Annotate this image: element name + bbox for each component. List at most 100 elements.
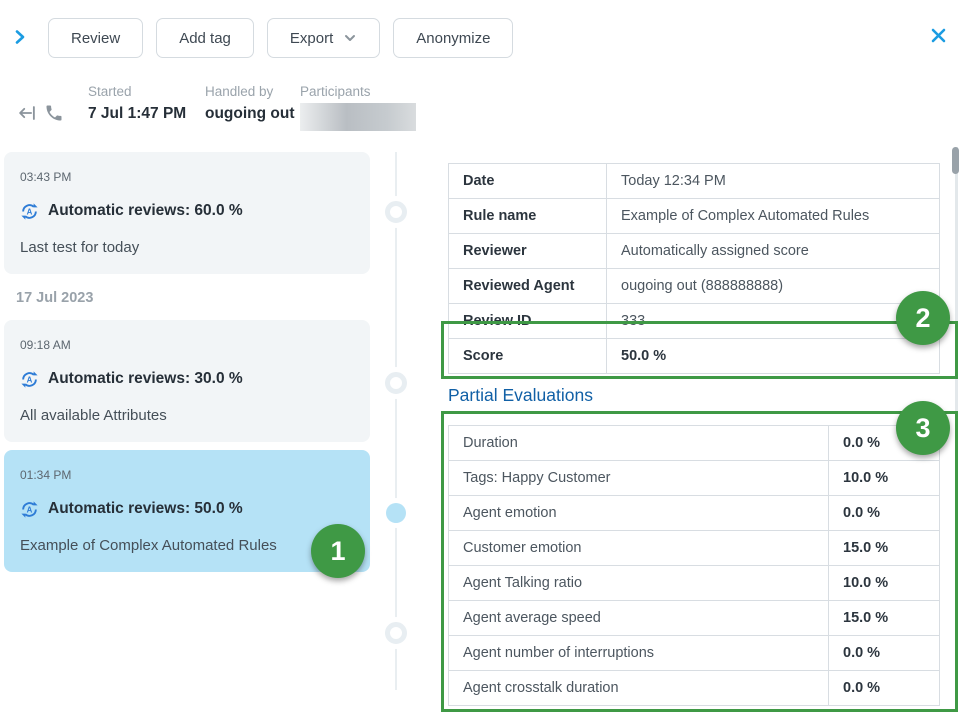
table-row: Agent crosstalk duration 0.0 % <box>448 670 940 706</box>
call-direction-icon <box>16 102 38 124</box>
row-value: 0.0 % <box>828 425 940 461</box>
review-button-label: Review <box>71 29 121 47</box>
row-label: Agent number of interruptions <box>448 635 829 671</box>
table-row: Reviewer Automatically assigned score <box>448 233 940 269</box>
review-title: Automatic reviews: 30.0 % <box>48 370 243 387</box>
table-row: Agent number of interruptions 0.0 % <box>448 635 940 671</box>
timeline-dot-active[interactable] <box>386 503 406 523</box>
add-tag-button[interactable]: Add tag <box>156 18 254 58</box>
table-row: Score 50.0 % <box>448 338 940 374</box>
partial-evaluations-table: Duration 0.0 % Tags: Happy Customer 10.0 % A… <box>448 425 940 706</box>
row-value: Today 12:34 PM <box>606 163 940 199</box>
timeline-dot[interactable] <box>385 372 407 394</box>
review-time: 03:43 PM <box>20 170 72 184</box>
phone-icon <box>44 103 64 123</box>
svg-text:A: A <box>27 207 33 216</box>
table-row: Review ID 333 <box>448 303 940 339</box>
export-button-label: Export <box>289 29 334 47</box>
table-row: Reviewed Agent ougoing out (888888888) <box>448 268 940 304</box>
scrollbar-track[interactable] <box>955 147 958 690</box>
row-label: Duration <box>448 425 829 461</box>
row-value: 15.0 % <box>828 530 940 566</box>
participants-label: Participants <box>300 84 371 99</box>
svg-text:A: A <box>27 505 33 514</box>
chevron-down-icon <box>343 31 357 45</box>
handled-by-value: ougoing out <box>205 105 295 122</box>
automatic-review-icon: A <box>20 500 39 519</box>
timeline-dot[interactable] <box>385 622 407 644</box>
review-time: 01:34 PM <box>20 468 72 482</box>
add-tag-button-label: Add tag <box>179 29 231 47</box>
row-value: 0.0 % <box>828 635 940 671</box>
review-title-row: A Automatic reviews: 50.0 % <box>20 499 354 519</box>
row-value: 15.0 % <box>828 600 940 636</box>
row-label: Customer emotion <box>448 530 829 566</box>
row-label: Agent Talking ratio <box>448 565 829 601</box>
row-value: 10.0 % <box>828 565 940 601</box>
review-time: 09:18 AM <box>20 338 71 352</box>
row-label: Tags: Happy Customer <box>448 460 829 496</box>
review-description: All available Attributes <box>20 407 167 424</box>
review-button[interactable]: Review <box>48 18 144 58</box>
close-icon[interactable] <box>930 27 947 44</box>
handled-by-label: Handled by <box>205 84 274 99</box>
timeline-review-card[interactable]: 03:43 PM A Automatic reviews: 60.0 % Last t… <box>4 152 370 274</box>
row-value: 333 <box>606 303 940 339</box>
row-value: 0.0 % <box>828 670 940 706</box>
table-row: Customer emotion 15.0 % <box>448 530 940 566</box>
row-value: 0.0 % <box>828 495 940 531</box>
row-value: ougoing out (888888888) <box>606 268 940 304</box>
timeline-review-card[interactable]: 01:34 PM A Automatic reviews: 50.0 % Exampl… <box>4 450 370 572</box>
row-label: Score <box>448 338 607 374</box>
row-label: Reviewed Agent <box>448 268 607 304</box>
row-label: Rule name <box>448 198 607 234</box>
review-description: Example of Complex Automated Rules <box>20 537 277 554</box>
timeline-rail <box>395 152 397 690</box>
review-title: Automatic reviews: 50.0 % <box>48 500 243 517</box>
anonymize-button-label: Anonymize <box>416 29 491 47</box>
table-row: Duration 0.0 % <box>448 425 940 461</box>
row-label: Reviewer <box>448 233 607 269</box>
scrollbar-thumb[interactable] <box>952 147 959 174</box>
table-row: Tags: Happy Customer 10.0 % <box>448 460 940 496</box>
review-title-row: A Automatic reviews: 60.0 % <box>20 201 354 221</box>
row-value: 50.0 % <box>606 338 940 374</box>
row-value: 10.0 % <box>828 460 940 496</box>
timeline-review-card[interactable]: 09:18 AM A Automatic reviews: 30.0 % All av… <box>4 320 370 442</box>
row-label: Agent crosstalk duration <box>448 670 829 706</box>
row-label: Review ID <box>448 303 607 339</box>
started-label: Started <box>88 84 132 99</box>
svg-text:A: A <box>27 375 33 384</box>
table-row: Date Today 12:34 PM <box>448 163 940 199</box>
date-divider: 17 Jul 2023 <box>16 290 94 306</box>
participants-redacted-value <box>300 103 416 131</box>
export-button[interactable]: Export <box>266 18 381 58</box>
review-description: Last test for today <box>20 239 140 256</box>
table-row: Agent average speed 15.0 % <box>448 600 940 636</box>
row-label: Date <box>448 163 607 199</box>
participants-field: Participants <box>300 84 416 131</box>
table-row: Agent Talking ratio 10.0 % <box>448 565 940 601</box>
review-timeline-list: 03:43 PM A Automatic reviews: 60.0 % Last t… <box>4 152 370 580</box>
review-title: Automatic reviews: 60.0 % <box>48 202 243 219</box>
table-row: Rule name Example of Complex Automated Ru… <box>448 198 940 234</box>
row-label: Agent average speed <box>448 600 829 636</box>
partial-evaluations-heading: Partial Evaluations <box>448 385 593 405</box>
review-info-table: Date Today 12:34 PM Rule name Example of Co… <box>448 163 940 374</box>
started-value: 7 Jul 1:47 PM <box>88 105 187 122</box>
row-value: Automatically assigned score <box>606 233 940 269</box>
automatic-review-icon: A <box>20 202 39 221</box>
anonymize-button[interactable]: Anonymize <box>393 18 514 58</box>
expand-panel-icon[interactable] <box>11 28 29 46</box>
table-row: Agent emotion 0.0 % <box>448 495 940 531</box>
toolbar: Review Add tag Export Anonymize <box>0 0 965 78</box>
automatic-review-icon: A <box>20 370 39 389</box>
review-title-row: A Automatic reviews: 30.0 % <box>20 369 354 389</box>
row-label: Agent emotion <box>448 495 829 531</box>
handled-by-field: Handled by ougoing out <box>205 84 295 124</box>
timeline-dot[interactable] <box>385 201 407 223</box>
started-field: Started 7 Jul 1:47 PM <box>88 84 186 124</box>
toolbar-buttons: Review Add tag Export Anonymize <box>48 18 514 58</box>
row-value: Example of Complex Automated Rules <box>606 198 940 234</box>
